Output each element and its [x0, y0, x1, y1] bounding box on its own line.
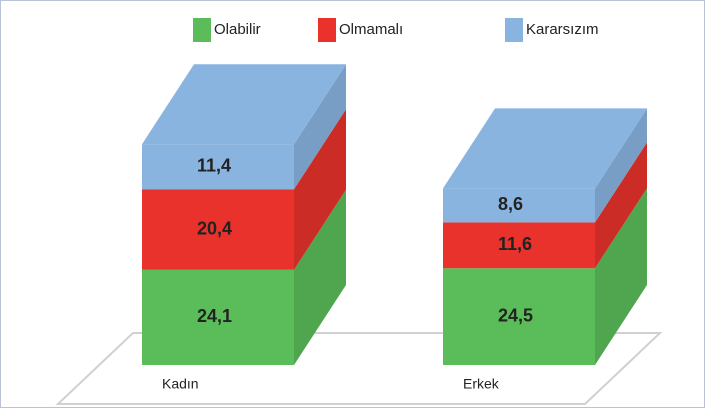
- bar-front: [142, 189, 294, 270]
- value-label: 24,5: [498, 305, 533, 325]
- legend-label: Olmamalı: [339, 21, 403, 38]
- bar-top: [443, 108, 647, 189]
- bar-front: [443, 188, 595, 223]
- value-label: 11,6: [498, 234, 532, 254]
- bar-front: [142, 269, 294, 365]
- x-tick-label: Erkek: [463, 376, 500, 392]
- bar-top: [142, 64, 346, 145]
- legend-swatch: [505, 18, 523, 42]
- bar-side: [294, 189, 346, 365]
- value-label: 8,6: [498, 194, 523, 214]
- bar-front: [142, 144, 294, 190]
- bar-side: [294, 64, 346, 190]
- bar-side: [294, 109, 346, 270]
- bar-side: [595, 188, 647, 365]
- legend-swatch: [193, 18, 211, 42]
- legend-label: Olabilir: [214, 21, 261, 38]
- bar-front: [443, 268, 595, 365]
- x-tick-label: Kadın: [162, 376, 199, 392]
- legend-label: Kararsızım: [526, 21, 599, 38]
- bar-front: [443, 222, 595, 269]
- bar-side: [595, 142, 647, 269]
- floor: [55, 332, 663, 405]
- value-label: 24,1: [197, 306, 232, 326]
- value-label: 11,4: [197, 155, 231, 175]
- value-label: 20,4: [197, 218, 232, 238]
- legend-swatch: [318, 18, 336, 42]
- bar-side: [595, 108, 647, 223]
